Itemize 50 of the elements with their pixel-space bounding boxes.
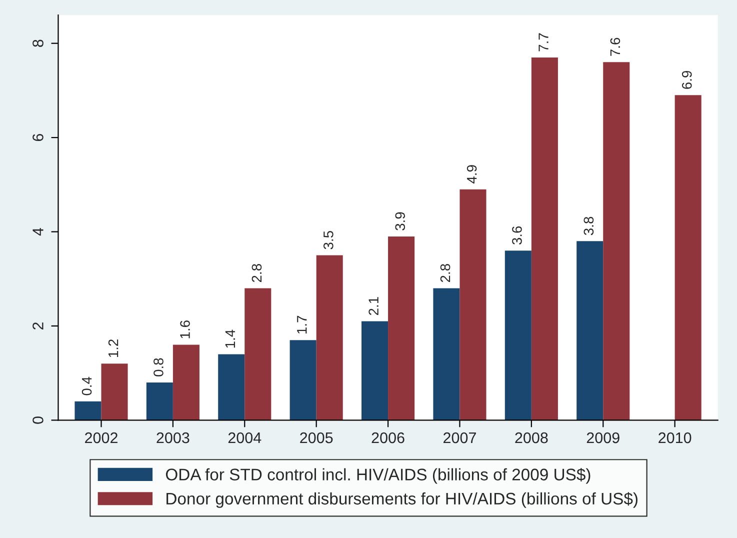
data-label: 1.4: [225, 330, 235, 348]
x-tick-label: 2004: [228, 432, 262, 444]
bar: [316, 255, 343, 420]
y-tick-label: 2: [32, 322, 44, 330]
x-tick-label: 2010: [658, 432, 692, 444]
bar: [290, 340, 316, 420]
bar: [504, 250, 532, 420]
x-tick-label: 2003: [156, 432, 190, 444]
y-tick-label: 8: [32, 40, 44, 47]
data-label: 7.7: [538, 33, 548, 52]
bar: [172, 344, 200, 420]
bar: [218, 354, 245, 420]
bar: [362, 321, 388, 420]
data-label: 3.6: [512, 226, 522, 245]
data-label: 0.4: [82, 376, 92, 396]
bar: [101, 364, 128, 420]
data-label: 4.9: [466, 165, 477, 184]
bar: [244, 288, 272, 420]
bar: [388, 236, 415, 420]
data-label: 7.6: [610, 38, 620, 56]
data-label: 3.8: [584, 216, 594, 236]
x-tick-label: 2007: [444, 432, 476, 444]
data-label: 2.1: [368, 297, 378, 315]
x-tick-label: 2006: [372, 432, 404, 444]
bar: [576, 241, 604, 420]
data-label: 0.8: [154, 358, 164, 376]
y-tick-label: 0: [32, 416, 44, 424]
x-tick-label: 2009: [586, 432, 620, 444]
data-label: 1.6: [180, 320, 190, 338]
bar: [74, 401, 102, 420]
bar: [531, 57, 558, 420]
data-label: 2.8: [252, 264, 262, 282]
x-tick-label: 2008: [515, 432, 548, 444]
legend-label: ODA for STD control incl. HIV/AIDS (billions of 2009 US$): [166, 468, 590, 484]
x-tick-label: 2002: [85, 432, 118, 444]
legend-label: Donor government disbursements for HIV/AIDS (billions of US$): [166, 492, 638, 508]
y-tick-label: 4: [32, 228, 44, 236]
data-label: 6.9: [682, 70, 692, 89]
data-label: 3.9: [395, 212, 406, 230]
data-label: 3.5: [323, 231, 334, 250]
data-label: 1.7: [297, 316, 307, 334]
bar: [674, 95, 702, 420]
data-label: 1.2: [108, 339, 118, 358]
bar: [433, 288, 460, 420]
x-tick-label: 2005: [300, 432, 333, 444]
bar: [146, 382, 173, 420]
y-tick-label: 6: [32, 134, 44, 142]
bar: [603, 62, 630, 420]
data-label: 2.8: [440, 264, 450, 282]
bar: [460, 189, 486, 420]
